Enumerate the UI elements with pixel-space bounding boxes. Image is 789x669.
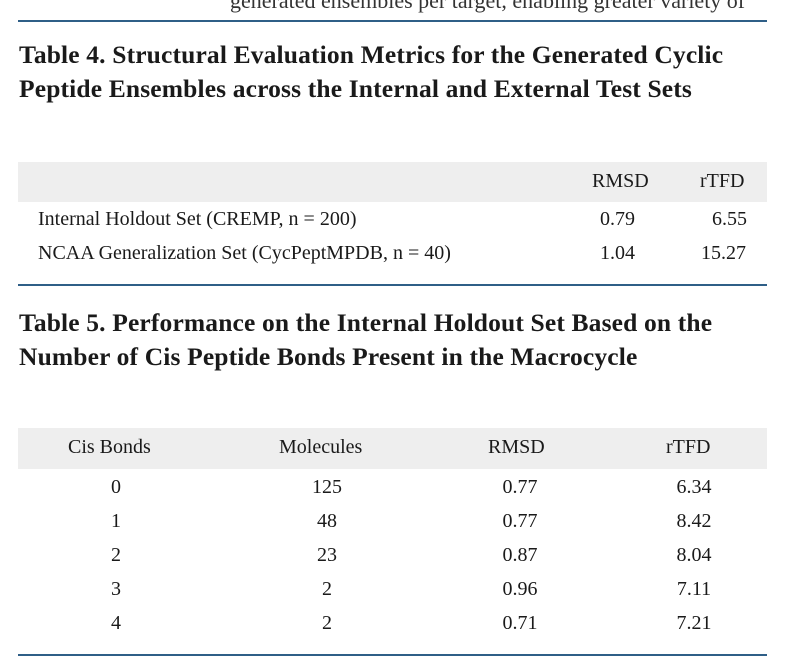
table5-bottom-rule (18, 654, 767, 656)
table4-row2-label: NCAA Generalization Set (CycPeptMPDB, n … (38, 242, 451, 264)
table5-row4-rtfd: 7.11 (676, 578, 712, 600)
table5-row1-rmsd: 0.77 (502, 476, 538, 498)
table4-row1-rtfd: 6.55 (712, 208, 747, 230)
table5-row4-molecules: 2 (322, 578, 332, 600)
table5-row1-cis-bonds: 0 (111, 476, 121, 498)
table5-row2-rmsd: 0.77 (502, 510, 538, 532)
table5-row3-rtfd: 8.04 (676, 544, 712, 566)
table5-row3-molecules: 23 (317, 544, 337, 566)
table4-row1-rmsd: 0.79 (600, 208, 635, 230)
table5-row4-cis-bonds: 3 (111, 578, 121, 600)
table4-row2-rmsd: 1.04 (600, 242, 635, 264)
table5-row4-rmsd: 0.96 (502, 578, 538, 600)
cropped-body-text: generated ensembles per target, enabling… (230, 0, 746, 13)
table5-row1-molecules: 125 (312, 476, 342, 498)
table5-row5-rtfd: 7.21 (676, 612, 712, 634)
table5-row2-cis-bonds: 1 (111, 510, 121, 532)
table4-col-rmsd: RMSD (592, 170, 649, 192)
table5-row5-molecules: 2 (322, 612, 332, 634)
table4-caption-label: Table 4. (19, 40, 106, 69)
table4-caption-text: Structural Evaluation Metrics for the Ge… (19, 40, 724, 103)
table5-col-rmsd: RMSD (488, 436, 545, 458)
table5-col-molecules: Molecules (279, 436, 363, 458)
table5-caption-label: Table 5. (19, 308, 106, 337)
table4-row2-rtfd: 15.27 (701, 242, 746, 264)
table5-row3-cis-bonds: 2 (111, 544, 121, 566)
table5-col-rtfd: rTFD (666, 436, 711, 458)
table5-row2-rtfd: 8.42 (676, 510, 712, 532)
table5-row3-rmsd: 0.87 (502, 544, 538, 566)
table4-row1-label: Internal Holdout Set (CREMP, n = 200) (38, 208, 357, 230)
table5-header-row (18, 428, 767, 469)
table5-row5-cis-bonds: 4 (111, 612, 121, 634)
table5-row5-rmsd: 0.71 (502, 612, 538, 634)
table4-bottom-rule (18, 284, 767, 286)
table4-caption: Table 4. Structural Evaluation Metrics f… (19, 38, 774, 106)
table4-header-row (18, 162, 767, 202)
table5-caption: Table 5. Performance on the Internal Hol… (19, 306, 774, 374)
table4-top-rule (18, 20, 767, 22)
table4-col-rtfd: rTFD (700, 170, 745, 192)
table5-col-cis-bonds: Cis Bonds (68, 436, 151, 458)
table5-row1-rtfd: 6.34 (676, 476, 712, 498)
table5-caption-text: Performance on the Internal Holdout Set … (19, 308, 713, 371)
table5-row2-molecules: 48 (317, 510, 337, 532)
